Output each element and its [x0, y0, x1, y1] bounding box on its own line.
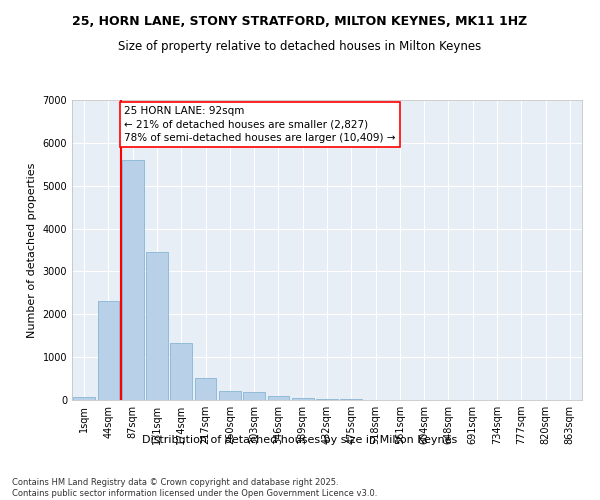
Bar	[243, 392, 265, 400]
Text: 25, HORN LANE, STONY STRATFORD, MILTON KEYNES, MK11 1HZ: 25, HORN LANE, STONY STRATFORD, MILTON K…	[73, 15, 527, 28]
Text: 25 HORN LANE: 92sqm
← 21% of detached houses are smaller (2,827)
78% of semi-det: 25 HORN LANE: 92sqm ← 21% of detached ho…	[124, 106, 396, 143]
Bar	[219, 391, 241, 400]
Bar	[170, 344, 192, 400]
Bar	[268, 396, 289, 400]
Text: Size of property relative to detached houses in Milton Keynes: Size of property relative to detached ho…	[118, 40, 482, 53]
Bar	[194, 378, 217, 400]
Bar	[316, 398, 338, 400]
Bar	[122, 160, 143, 400]
Bar	[340, 399, 362, 400]
Y-axis label: Number of detached properties: Number of detached properties	[27, 162, 37, 338]
Bar	[292, 398, 314, 400]
Text: Distribution of detached houses by size in Milton Keynes: Distribution of detached houses by size …	[142, 435, 458, 445]
Bar	[146, 252, 168, 400]
Bar	[97, 302, 119, 400]
Bar	[73, 397, 95, 400]
Text: Contains HM Land Registry data © Crown copyright and database right 2025.
Contai: Contains HM Land Registry data © Crown c…	[12, 478, 377, 498]
